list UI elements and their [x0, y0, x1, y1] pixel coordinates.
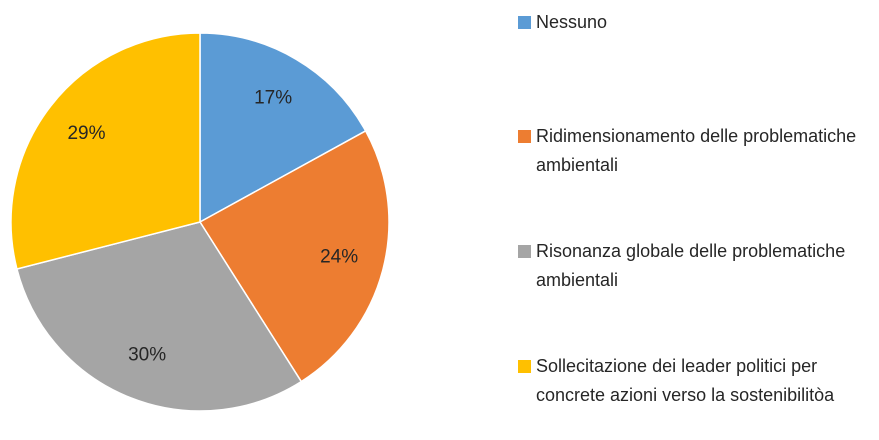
legend-item: Nessuno	[518, 8, 873, 37]
legend-swatch	[518, 245, 531, 258]
legend-item: Sollecitazione dei leader politici per c…	[518, 352, 873, 410]
pie-slice	[198, 129, 390, 383]
data-label: 24%	[320, 247, 358, 268]
legend-item: Risonanza globale delle problematiche am…	[518, 237, 873, 295]
legend-label: Ridimensionamento delle problematiche am…	[536, 126, 857, 175]
legend-swatch	[518, 16, 531, 29]
legend-label: Risonanza globale delle problematiche am…	[536, 241, 846, 290]
pie-slice	[199, 32, 367, 224]
legend-swatch	[518, 130, 531, 143]
pie-slice	[10, 32, 201, 270]
legend-label: Nessuno	[536, 12, 608, 32]
legend-item: Ridimensionamento delle problematiche am…	[518, 122, 873, 180]
data-label: 29%	[67, 123, 105, 144]
legend-label: Sollecitazione dei leader politici per c…	[536, 356, 835, 405]
data-label: 17%	[254, 87, 292, 108]
data-label: 30%	[128, 345, 166, 366]
pie-slice	[16, 221, 303, 412]
legend-swatch	[518, 360, 531, 373]
